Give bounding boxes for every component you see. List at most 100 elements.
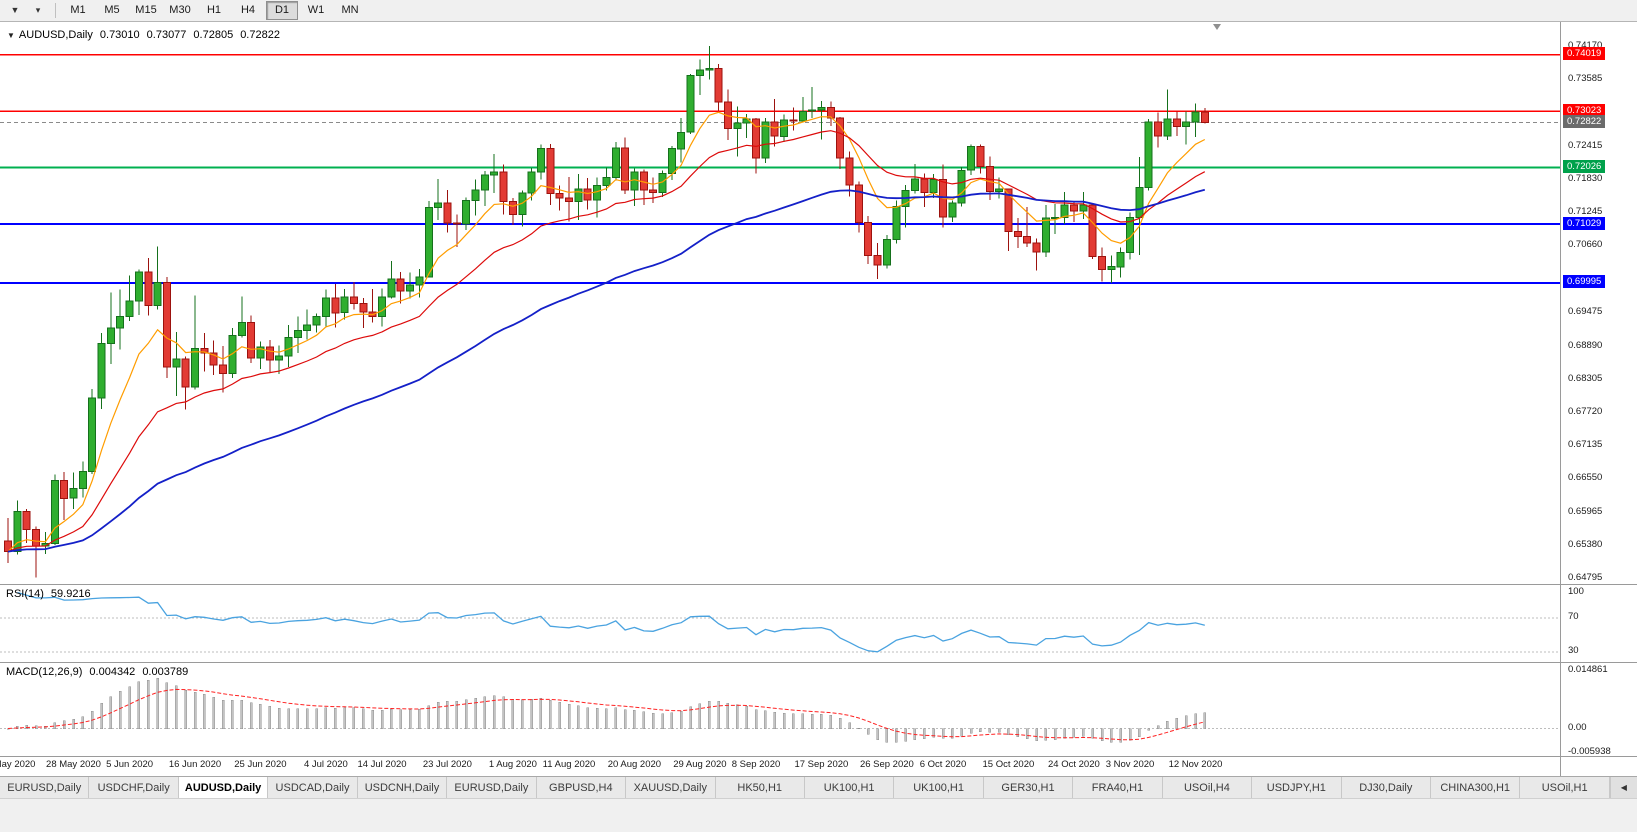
date-axis-label: 12 Nov 2020: [1168, 759, 1223, 770]
macd-histogram-bar: [623, 709, 627, 729]
chart-tab-eurusd-daily[interactable]: EURUSD,Daily: [0, 777, 90, 798]
macd-histogram-bar: [362, 708, 365, 729]
candle: [1116, 247, 1125, 278]
candle: [69, 472, 78, 510]
chart-shift-marker[interactable]: [1213, 24, 1221, 30]
moving-average-55: [7, 188, 1206, 553]
chart-tab-usdcad-daily[interactable]: USDCAD,Daily: [268, 777, 358, 798]
chart-tab-uk100-h1[interactable]: UK100,H1: [804, 777, 895, 798]
macd-histogram-bar: [764, 710, 767, 729]
timeframe-button-m15[interactable]: M15: [135, 4, 157, 16]
candle: [808, 86, 817, 119]
chart-window-dropdown-icon[interactable]: ▼: [10, 5, 20, 15]
candle: [780, 114, 788, 142]
macd-histogram-bar: [988, 728, 992, 733]
macd-histogram-bar: [726, 703, 730, 729]
candle: [480, 170, 489, 206]
chart-tab-audusd-daily[interactable]: AUDUSD,Daily: [178, 777, 269, 798]
macd-histogram-bar: [1016, 728, 1020, 738]
candle: [490, 153, 499, 193]
chart-tab-usdchf-daily[interactable]: USDCHF,Daily: [89, 777, 179, 798]
candle: [1182, 111, 1191, 145]
candle: [32, 526, 40, 578]
chart-tab-dj30-daily[interactable]: DJ30,Daily: [1341, 777, 1431, 798]
candle: [312, 313, 321, 333]
macd-histogram-bar: [633, 709, 636, 729]
candle: [275, 345, 284, 374]
macd-histogram-bar: [885, 728, 889, 743]
price-line-tag: 0.72026: [1563, 160, 1606, 174]
chart-tab-xauusd-daily[interactable]: XAUUSD,Daily: [626, 777, 716, 798]
timeframe-button-m1[interactable]: M1: [70, 4, 86, 16]
macd-histogram-bar: [969, 728, 973, 734]
chart-tab-usdjpy-h1[interactable]: USDJPY,H1: [1252, 777, 1342, 798]
chart-tab-usoil-h4[interactable]: USOil,H4: [1162, 777, 1253, 798]
macd-histogram-bar: [277, 707, 281, 729]
date-axis-label: 28 May 2020: [46, 759, 101, 770]
rsi-label: RSI(14) 59.9216: [6, 588, 91, 600]
candle: [1098, 247, 1106, 282]
chart-tab-usdcnh-daily[interactable]: USDCNH,Daily: [357, 777, 448, 798]
macd-histogram-bar: [436, 702, 440, 729]
candle: [22, 509, 31, 544]
panel-divider[interactable]: [0, 584, 1637, 585]
chart-tab-uk100-h1[interactable]: UK100,H1: [894, 777, 984, 798]
candle: [546, 144, 555, 205]
timeframe-button-h4[interactable]: H4: [240, 4, 256, 16]
price-axis-label: 0.73585: [1568, 73, 1603, 85]
macd-histogram-bar: [876, 728, 879, 740]
macd-histogram-bar: [315, 708, 318, 729]
chart-tab-china300-h1[interactable]: CHINA300,H1: [1431, 777, 1521, 798]
symbol-dropdown-icon[interactable]: ▼: [7, 31, 15, 40]
candle: [565, 177, 573, 222]
tab-scroll-left-button[interactable]: ◀: [1609, 777, 1637, 798]
macd-histogram-bar: [698, 703, 702, 729]
macd-histogram-bar: [1044, 728, 1048, 741]
macd-indicator-panel[interactable]: [0, 663, 1560, 756]
candle: [265, 339, 274, 373]
macd-histogram-bar: [464, 699, 468, 729]
candle: [1126, 212, 1134, 260]
chart-tab-gbpusd-h4[interactable]: GBPUSD,H4: [536, 777, 627, 798]
macd-histogram-bar: [1082, 728, 1085, 737]
chart-tab-hk50-h1[interactable]: HK50,H1: [715, 777, 805, 798]
date-axis-label: 14 Jul 2020: [357, 759, 407, 770]
status-area: [0, 798, 1637, 832]
macd-axis-label: 0.00: [1568, 721, 1587, 733]
timeframe-button-w1[interactable]: W1: [307, 4, 325, 16]
candle: [574, 174, 583, 221]
macd-histogram-bar: [352, 707, 356, 729]
macd-histogram-bar: [651, 713, 655, 729]
macd-histogram-bar: [1203, 712, 1207, 729]
candle: [1079, 191, 1088, 220]
main-price-chart[interactable]: [0, 22, 1560, 584]
timeframe-button-d1[interactable]: D1: [266, 1, 298, 20]
chart-tab-ger30-h1[interactable]: GER30,H1: [983, 777, 1074, 798]
candle: [1069, 202, 1078, 222]
timeframe-button-h1[interactable]: H1: [206, 4, 222, 16]
candle: [303, 309, 312, 340]
panel-divider[interactable]: [0, 662, 1637, 663]
timeframe-menu-icon[interactable]: ▾: [35, 5, 41, 15]
macd-histogram-bar: [128, 686, 131, 729]
macd-histogram-bar: [334, 707, 337, 729]
candle: [695, 59, 704, 95]
chart-tab-fra40-h1[interactable]: FRA40,H1: [1073, 777, 1163, 798]
candle: [116, 289, 125, 350]
candle: [817, 101, 826, 140]
timeframe-button-mn[interactable]: MN: [341, 4, 359, 16]
chart-toolbar: ▼ ▾ M1 M5 M15 M30 H1 H4 D1 W1 MN: [0, 0, 1637, 22]
candle: [518, 190, 527, 227]
chart-tab-usoil-h1[interactable]: USOil,H1: [1520, 777, 1610, 798]
candle: [761, 118, 770, 163]
price-axis-label: 0.69475: [1568, 306, 1603, 318]
macd-histogram-bar: [670, 712, 674, 729]
macd-histogram-bar: [838, 718, 842, 729]
macd-histogram-bar: [259, 703, 262, 729]
rsi-indicator-panel[interactable]: [0, 585, 1560, 662]
timeframe-button-m30[interactable]: M30: [169, 4, 191, 16]
date-axis-label: 15 Oct 2020: [982, 759, 1035, 770]
chart-tab-eurusd-daily[interactable]: EURUSD,Daily: [447, 777, 537, 798]
timeframe-button-m5[interactable]: M5: [104, 4, 120, 16]
price-axis-label: 0.71245: [1568, 206, 1603, 217]
